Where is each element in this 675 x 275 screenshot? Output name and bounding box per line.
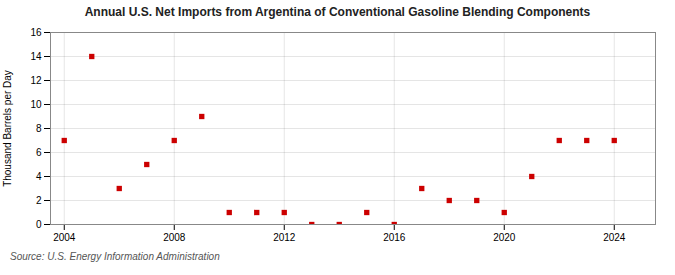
svg-text:12: 12 [30, 75, 42, 86]
svg-text:6: 6 [36, 147, 42, 158]
svg-text:2: 2 [36, 195, 42, 206]
svg-text:2012: 2012 [273, 232, 296, 243]
svg-text:16: 16 [30, 27, 42, 38]
svg-text:2024: 2024 [603, 232, 626, 243]
html-text:Annual U.S. Net Imports from A: Annual U.S. Net Imports from Argentina o… [84, 5, 591, 19]
svg-text:2020: 2020 [493, 232, 516, 243]
svg-text:2008: 2008 [163, 232, 186, 243]
svg-text:4: 4 [36, 171, 42, 182]
html-text:Source: U.S. Energy Informatio: Source: U.S. Energy Information Administ… [10, 251, 220, 262]
svg-text:2004: 2004 [53, 232, 76, 243]
svg-text:8: 8 [36, 123, 42, 134]
svg-text:14: 14 [30, 51, 42, 62]
svg-text:2016: 2016 [383, 232, 406, 243]
svg-text:Thousand Barrels per Day: Thousand Barrels per Day [2, 70, 13, 187]
svg-text:0: 0 [36, 219, 42, 230]
svg-text:10: 10 [30, 99, 42, 110]
